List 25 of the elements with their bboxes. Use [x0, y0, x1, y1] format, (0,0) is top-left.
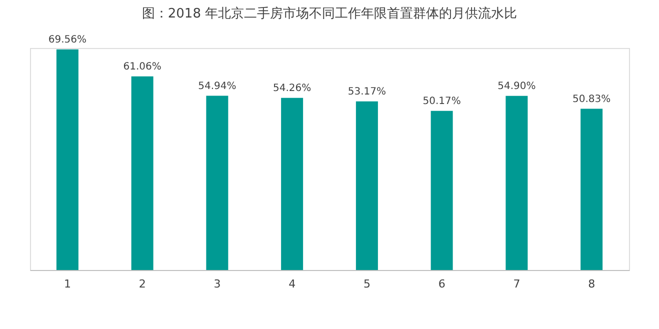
data-label: 54.90% — [498, 80, 536, 92]
x-tick-label: 8 — [588, 278, 596, 290]
bar — [430, 110, 453, 270]
data-label: 50.83% — [572, 94, 611, 105]
bar — [206, 96, 228, 270]
bar — [580, 108, 603, 270]
data-label: 69.56% — [48, 34, 87, 46]
data-label: 53.17% — [348, 86, 386, 98]
bar — [281, 98, 304, 270]
x-tick-label: 6 — [438, 278, 446, 290]
data-label: 50.17% — [422, 96, 461, 107]
x-tick-label: 5 — [363, 278, 370, 290]
chart-title: 图：2018 年北京二手房市场不同工作年限首置群体的月供流水比 — [142, 5, 518, 22]
data-label: 61.06% — [123, 61, 162, 72]
x-tick-label: 7 — [513, 278, 520, 290]
bar — [506, 96, 528, 270]
bar — [56, 49, 78, 270]
bar — [131, 76, 154, 270]
x-tick-label: 1 — [64, 278, 71, 290]
bar — [356, 101, 378, 270]
x-tick-label: 4 — [288, 278, 296, 290]
data-label: 54.94% — [198, 80, 236, 92]
x-tick-label: 2 — [138, 278, 146, 290]
data-label: 54.26% — [272, 82, 312, 94]
x-tick-label: 3 — [214, 278, 221, 290]
